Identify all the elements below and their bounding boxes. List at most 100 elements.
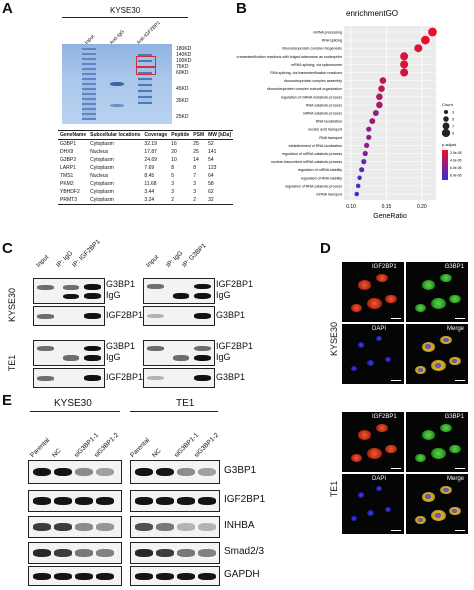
channel-label: G3BP1 xyxy=(444,414,464,420)
blot-band xyxy=(36,346,54,352)
term-label: regulation of RNA stability xyxy=(301,176,342,180)
cell-blob xyxy=(366,360,375,367)
blot-band xyxy=(33,497,51,505)
cell-blob xyxy=(421,430,436,440)
term-label: mRNA catabolic process xyxy=(303,112,342,116)
data-point xyxy=(376,101,383,109)
table-row: DHX9 Nucleus 17.87 20 25 141 xyxy=(58,148,233,156)
blot-band xyxy=(54,497,72,505)
blot-band xyxy=(198,497,216,505)
lane-label: Input xyxy=(145,253,161,269)
blot-band xyxy=(84,354,102,361)
table-cell: Nucleus xyxy=(90,149,109,155)
nucleus-blob xyxy=(434,362,442,369)
term-label: nuclear-transcribed mRNA catabolic proce… xyxy=(271,160,342,164)
cell-blob xyxy=(430,448,446,459)
term-label: RNA localization xyxy=(316,120,342,124)
ms-table-wrap: GeneName Subcellular locations Coverage … xyxy=(58,130,233,205)
blot-band xyxy=(177,572,195,580)
blot-band xyxy=(194,313,212,319)
if-panel-igf2bp1: IGF2BP1 xyxy=(342,262,404,322)
blot-band xyxy=(135,572,153,580)
blot-band xyxy=(177,549,195,557)
cell-blob xyxy=(366,448,382,459)
blot-protein-label: G3BP1 xyxy=(216,372,246,382)
table-header-row: GeneName Subcellular locations Coverage … xyxy=(58,130,233,140)
blot-band xyxy=(75,549,93,557)
table-cell: 123 xyxy=(208,165,217,171)
blot-protein-label: IgG xyxy=(106,352,121,362)
data-point xyxy=(355,183,361,189)
legend-count-title: Count xyxy=(442,102,454,107)
table-cell: 52 xyxy=(208,141,214,147)
data-point xyxy=(361,159,367,165)
western-blot-strip xyxy=(28,542,122,564)
term-label: regulation of mRNA stability xyxy=(298,168,342,172)
blot-band xyxy=(54,549,72,557)
cell-blob xyxy=(430,298,446,309)
western-blot-strip xyxy=(130,542,220,564)
blot-band xyxy=(75,468,93,477)
table-cell: 16 xyxy=(171,141,177,147)
data-point xyxy=(378,85,385,92)
marker-label: 180KD xyxy=(176,46,192,52)
cell-blob xyxy=(351,366,357,372)
blot-band xyxy=(135,468,153,477)
blot-band xyxy=(96,468,114,477)
nucleus-blob xyxy=(424,344,432,350)
blot-protein-label: IGF2BP1 xyxy=(216,279,254,289)
cell-blob xyxy=(376,274,389,283)
table-cell: 54 xyxy=(208,157,214,163)
blot-protein-label: IGF2BP1 xyxy=(216,341,254,351)
gel-highlight-box xyxy=(136,56,156,67)
western-blot-strip xyxy=(33,340,105,366)
blot-band xyxy=(194,354,212,362)
cell-blob xyxy=(415,304,427,313)
blot-band xyxy=(177,523,195,531)
data-point xyxy=(414,44,423,53)
cell-blob xyxy=(385,445,397,454)
legend-p-title: p.adjust xyxy=(442,142,457,147)
lane-label: NC xyxy=(51,447,63,459)
channel-label: IGF2BP1 xyxy=(372,264,397,270)
if-panel-g3bp1: G3BP1 xyxy=(406,262,468,322)
scale-bar xyxy=(455,318,465,319)
x-axis-label: GeneRatio xyxy=(373,213,407,220)
table-cell: 2 xyxy=(171,197,174,203)
cell-blob xyxy=(385,295,397,304)
table-cell: YBHDF2 xyxy=(60,189,80,195)
term-label: ribonucleoprotein complex biogenesis xyxy=(282,47,342,51)
table-cell: 3.44 xyxy=(144,189,155,195)
lane-label: IP: G3BP1 xyxy=(181,242,208,269)
if-panel-dapi: DAPI xyxy=(342,474,404,534)
table-cell: LARP1 xyxy=(60,165,76,171)
table-cell: 62 xyxy=(208,189,214,195)
nucleus-blob xyxy=(452,359,458,364)
table-cell: Cytoplasm xyxy=(90,197,114,203)
blot-band xyxy=(54,572,72,580)
data-point xyxy=(421,35,430,45)
blot-band xyxy=(84,313,102,319)
scale-bar xyxy=(391,380,401,381)
channel-label: DAPI xyxy=(372,476,387,482)
cell-blob xyxy=(351,304,363,313)
blot-band xyxy=(36,284,54,290)
marker-label: 35KD xyxy=(176,98,189,104)
nucleus-blob xyxy=(434,512,442,519)
blot-band xyxy=(198,468,216,477)
scale-bar xyxy=(455,380,465,381)
blot-band xyxy=(194,283,212,290)
table-cell: 25 xyxy=(193,149,199,155)
western-blot-strip xyxy=(130,566,220,586)
blot-band xyxy=(63,293,79,300)
table-cell: 141 xyxy=(208,149,217,155)
western-blot-strip xyxy=(28,490,122,512)
table-cell: 24.69 xyxy=(144,157,157,163)
blot-band xyxy=(156,523,174,531)
gel-lane-igg xyxy=(110,82,124,86)
table-cell: 14 xyxy=(193,157,199,163)
blot-band xyxy=(33,549,51,557)
legend-count-label: 9 xyxy=(452,132,454,136)
panel-letter-d: D xyxy=(320,240,331,257)
legend-p-label: 2.0e-05 xyxy=(450,151,462,155)
